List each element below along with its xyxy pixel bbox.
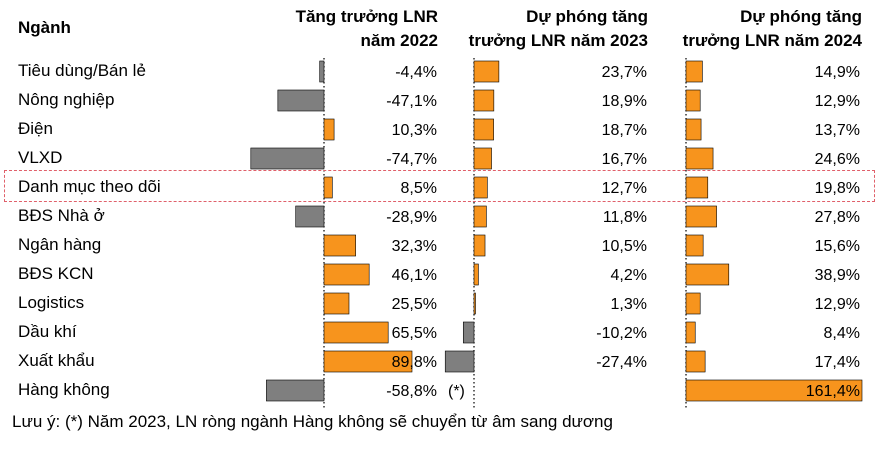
bar [277, 89, 325, 112]
bar [323, 263, 370, 286]
data-label: 161,4% [806, 383, 860, 400]
data-label: 4,2% [611, 267, 647, 284]
category-label: Nông nghiệp [18, 90, 115, 109]
header-col2-line2: trưởng LNR năm 2023 [468, 31, 648, 50]
header-col3-line2: trưởng LNR năm 2024 [682, 31, 862, 50]
bar [685, 176, 709, 199]
bar [266, 379, 325, 402]
aviation-note-marker: (*) [448, 383, 465, 400]
bar [685, 292, 701, 315]
data-label: 27,8% [815, 209, 860, 226]
data-label: 89,8% [392, 354, 437, 371]
category-label: Dầu khí [18, 322, 77, 341]
header-col1-line1: Tăng trưởng LNR [295, 7, 438, 26]
data-label: 16,7% [602, 151, 647, 168]
data-label: 12,9% [815, 296, 860, 313]
bar [685, 118, 702, 141]
header-category: Ngành [18, 18, 71, 37]
bar [323, 321, 389, 344]
header-col1-line2: năm 2022 [360, 31, 439, 50]
bar [685, 205, 717, 228]
bar [473, 205, 487, 228]
bar [473, 147, 492, 170]
header-col3-line1: Dự phóng tăng [740, 7, 862, 26]
bar [685, 89, 701, 112]
bar [323, 176, 333, 199]
bar [295, 205, 325, 228]
category-label: Xuất khẩu [18, 351, 95, 370]
data-label: 8,5% [401, 180, 437, 197]
data-label: 8,4% [824, 325, 860, 342]
data-label: 12,9% [815, 93, 860, 110]
data-label: 18,9% [602, 93, 647, 110]
data-label: 17,4% [815, 354, 860, 371]
bar [685, 263, 730, 286]
highlight-row-outline [4, 170, 875, 202]
data-label: -74,7% [386, 151, 437, 168]
bar [473, 263, 479, 286]
data-label: -28,9% [386, 209, 437, 226]
bar [685, 234, 704, 257]
bar [323, 292, 350, 315]
category-label: Logistics [18, 293, 85, 312]
data-label: 65,5% [392, 325, 437, 342]
bar [473, 60, 500, 83]
data-label: -58,8% [386, 383, 437, 400]
data-label: 24,6% [815, 151, 860, 168]
category-label: Hàng không [18, 380, 110, 399]
category-label: BĐS Nhà ở [18, 206, 105, 225]
data-label: 10,5% [602, 238, 647, 255]
bar [319, 60, 325, 83]
bar [473, 292, 476, 315]
bar [685, 379, 863, 402]
data-label: 12,7% [602, 180, 647, 197]
data-label: 18,7% [602, 122, 647, 139]
category-label: Điện [18, 119, 53, 138]
data-label: 11,8% [603, 209, 647, 226]
data-label: -10,2% [596, 325, 647, 342]
data-label: 1,3% [611, 296, 647, 313]
category-label: Ngân hàng [18, 235, 102, 254]
data-label: 46,1% [392, 267, 437, 284]
data-label: 13,7% [815, 122, 860, 139]
data-label: 25,5% [392, 296, 437, 313]
bar [323, 118, 335, 141]
data-label: 19,8% [815, 180, 860, 197]
data-label: -27,4% [596, 354, 647, 371]
category-label: VLXD [18, 148, 63, 167]
category-label: Tiêu dùng/Bán lẻ [18, 61, 146, 80]
header-col2-line1: Dự phóng tăng [526, 7, 648, 26]
bar [444, 350, 475, 373]
category-label: Danh mục theo dõi [18, 177, 161, 196]
bar [473, 118, 494, 141]
data-label: 14,9% [815, 64, 860, 81]
bar [323, 234, 356, 257]
bar [462, 321, 475, 344]
data-label: 10,3% [392, 122, 437, 139]
data-label: -47,1% [386, 93, 437, 110]
bar [685, 350, 706, 373]
data-label: -4,4% [395, 64, 437, 81]
data-label: 32,3% [392, 238, 437, 255]
category-label: BĐS KCN [18, 264, 94, 283]
bar [685, 147, 714, 170]
bar [323, 350, 413, 373]
data-label: 15,6% [815, 238, 860, 255]
data-label: 23,7% [602, 64, 647, 81]
bar [473, 234, 486, 257]
bar [473, 89, 495, 112]
bar [250, 147, 325, 170]
bar [685, 60, 703, 83]
data-label: 38,9% [815, 267, 860, 284]
footnote: Lưu ý: (*) Năm 2023, LN ròng ngành Hàng … [12, 412, 613, 431]
bar [473, 176, 488, 199]
bar [685, 321, 696, 344]
